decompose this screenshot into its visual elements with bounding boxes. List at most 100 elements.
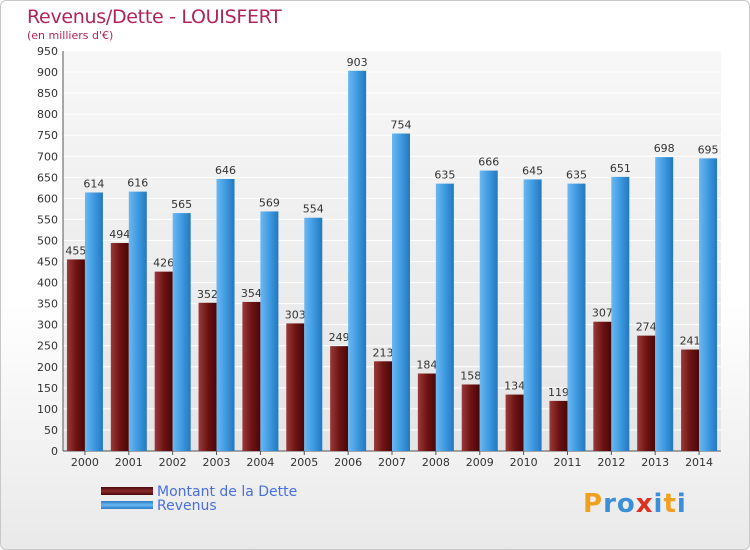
y-tick-label: 550 xyxy=(37,213,58,226)
data-label-revenue: 565 xyxy=(171,198,192,211)
data-label-revenue: 666 xyxy=(478,156,499,169)
bar-revenue xyxy=(435,183,454,451)
bar-debt xyxy=(286,323,305,451)
data-label-revenue: 614 xyxy=(83,177,104,190)
y-tick-label: 300 xyxy=(37,319,58,332)
x-tick-label: 2014 xyxy=(685,456,713,469)
y-tick-label: 200 xyxy=(37,361,58,374)
x-tick-label: 2001 xyxy=(115,456,143,469)
data-label-revenue: 645 xyxy=(522,164,543,177)
data-label-debt: 494 xyxy=(109,228,130,241)
data-label-revenue: 903 xyxy=(347,56,368,69)
legend-swatch-revenus xyxy=(101,501,153,509)
data-label-debt: 352 xyxy=(197,288,218,301)
bar-debt xyxy=(461,384,480,451)
legend-swatch-dette xyxy=(101,487,153,495)
y-tick-label: 400 xyxy=(37,277,58,290)
y-tick-label: 600 xyxy=(37,192,58,205)
data-label-debt: 249 xyxy=(329,331,350,344)
y-tick-label: 700 xyxy=(37,150,58,163)
x-tick-label: 2013 xyxy=(641,456,669,469)
bar-debt xyxy=(66,259,85,451)
legend-label-revenus: Revenus xyxy=(157,498,217,514)
data-label-revenue: 635 xyxy=(434,169,455,182)
x-tick-label: 2000 xyxy=(71,456,99,469)
data-label-debt: 241 xyxy=(680,335,701,348)
bar-debt xyxy=(593,321,612,451)
bar-debt xyxy=(505,394,524,451)
x-tick-label: 2008 xyxy=(422,456,450,469)
bar-revenue xyxy=(128,191,147,451)
data-label-debt: 303 xyxy=(285,308,306,321)
proxiti-logo: Proxiti xyxy=(583,489,687,519)
bar-debt xyxy=(681,349,700,451)
legend-label-dette: Montant de la Dette xyxy=(157,484,298,500)
data-label-revenue: 698 xyxy=(654,142,675,155)
bar-revenue xyxy=(655,157,674,451)
data-label-debt: 354 xyxy=(241,287,262,300)
bar-revenue xyxy=(699,158,718,452)
chart-subtitle: (en milliers d'€) xyxy=(27,29,114,42)
data-label-debt: 426 xyxy=(153,257,174,270)
bar-revenue xyxy=(523,179,542,451)
logo-letter: t xyxy=(663,489,677,519)
bar-debt xyxy=(154,271,173,451)
x-tick-label: 2006 xyxy=(334,456,362,469)
x-tick-label: 2005 xyxy=(290,456,318,469)
bar-revenue xyxy=(348,70,367,451)
y-tick-label: 0 xyxy=(51,445,58,458)
y-tick-label: 500 xyxy=(37,234,58,247)
y-tick-label: 750 xyxy=(37,129,58,142)
y-tick-label: 50 xyxy=(44,424,58,437)
data-label-revenue: 635 xyxy=(566,169,587,182)
bar-debt xyxy=(242,301,261,451)
logo-letter: i xyxy=(653,489,664,519)
logo-letter: i xyxy=(676,489,687,519)
data-label-revenue: 695 xyxy=(698,143,719,156)
data-label-debt: 213 xyxy=(373,346,394,359)
data-label-debt: 119 xyxy=(548,386,569,399)
logo-letter: r xyxy=(603,489,617,519)
x-tick-label: 2010 xyxy=(510,456,538,469)
chart-title: Revenus/Dette - LOUISFERT xyxy=(27,6,282,28)
bar-revenue xyxy=(84,192,103,451)
x-tick-label: 2004 xyxy=(246,456,274,469)
data-label-debt: 184 xyxy=(416,359,437,372)
bar-revenue xyxy=(392,133,410,452)
y-tick-label: 250 xyxy=(37,340,58,353)
bar-debt xyxy=(549,400,568,451)
y-tick-label: 100 xyxy=(37,403,58,416)
data-label-debt: 134 xyxy=(504,380,525,393)
y-tick-label: 150 xyxy=(37,382,58,395)
bar-debt xyxy=(110,243,129,451)
bar-debt xyxy=(198,302,217,451)
y-tick-label: 850 xyxy=(37,87,58,100)
data-label-debt: 307 xyxy=(592,307,613,320)
bar-revenue xyxy=(567,183,586,451)
data-label-revenue: 554 xyxy=(303,203,324,216)
bar-debt xyxy=(374,361,392,451)
logo-letter: P xyxy=(583,489,604,519)
y-tick-label: 800 xyxy=(37,108,58,121)
data-label-revenue: 651 xyxy=(610,162,631,175)
data-label-debt: 455 xyxy=(65,244,86,257)
x-tick-label: 2012 xyxy=(597,456,625,469)
x-tick-label: 2007 xyxy=(378,456,406,469)
data-label-revenue: 646 xyxy=(215,164,236,177)
bar-revenue xyxy=(304,217,323,451)
bar-debt xyxy=(417,373,436,451)
y-tick-label: 650 xyxy=(37,171,58,184)
y-tick-label: 450 xyxy=(37,256,58,269)
data-label-revenue: 616 xyxy=(127,177,148,190)
bar-debt xyxy=(330,346,349,451)
bar-revenue xyxy=(611,176,630,452)
y-tick-label: 350 xyxy=(37,298,58,311)
data-label-revenue: 754 xyxy=(391,119,412,132)
y-tick-label: 950 xyxy=(37,45,58,58)
x-tick-label: 2009 xyxy=(466,456,494,469)
logo-letter: o xyxy=(616,489,636,519)
data-label-revenue: 569 xyxy=(259,196,280,209)
data-label-debt: 274 xyxy=(636,321,657,334)
bar-revenue xyxy=(479,170,498,451)
